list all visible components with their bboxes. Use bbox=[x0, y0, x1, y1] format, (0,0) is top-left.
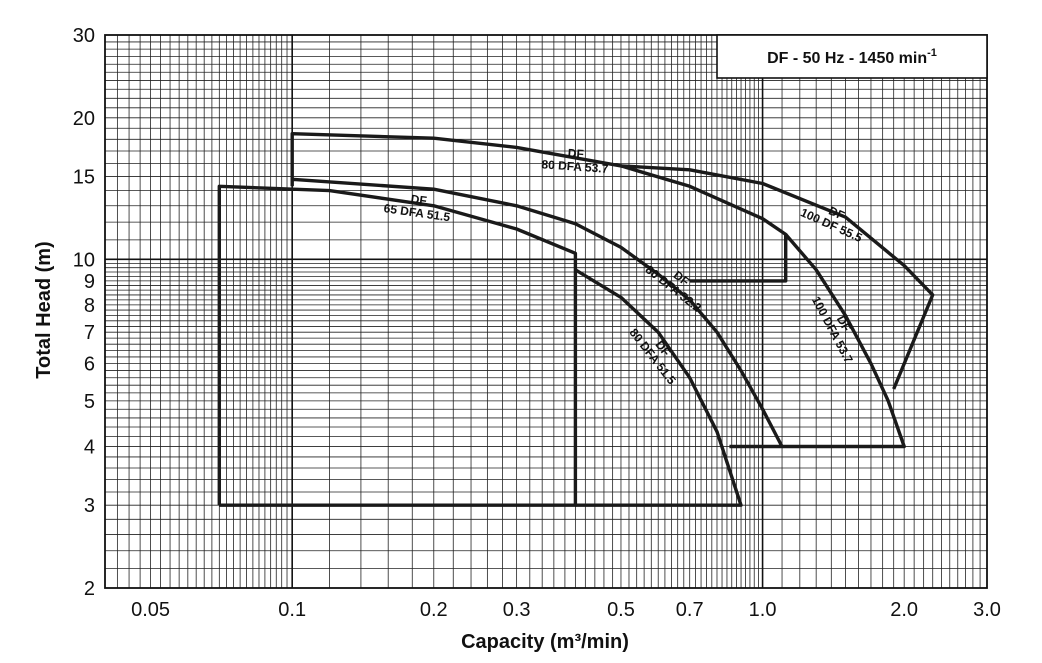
plot-frame bbox=[104, 34, 988, 589]
curve-80-dfa-51-5 bbox=[574, 268, 743, 507]
curve-label-line1: DF bbox=[834, 313, 854, 334]
y-tick-label: 2 bbox=[84, 578, 95, 600]
pump-curves bbox=[217, 131, 935, 507]
x-tick-label: 2.0 bbox=[890, 599, 918, 621]
chart-title-superscript: -1 bbox=[927, 47, 937, 59]
y-axis-label: Total Head (m) bbox=[33, 241, 55, 378]
x-tick-label: 0.2 bbox=[420, 599, 448, 621]
chart-title-box: DF - 50 Hz - 1450 min-1 bbox=[716, 34, 988, 79]
svg-text:DF - 50 Hz - 1450 min-1: DF - 50 Hz - 1450 min-1 bbox=[767, 47, 937, 67]
y-tick-label: 4 bbox=[84, 436, 95, 458]
curve-80-dfa-52-2 bbox=[290, 177, 784, 449]
curve-100-dfa-53-7 bbox=[782, 233, 906, 449]
x-tick-label: 0.05 bbox=[131, 599, 170, 621]
y-tick-label: 9 bbox=[84, 271, 95, 293]
curve-label-line1: DF bbox=[826, 204, 846, 223]
y-tick-label: 3 bbox=[84, 495, 95, 517]
y-tick-label: 5 bbox=[84, 391, 95, 413]
y-tick-label: 7 bbox=[84, 322, 95, 344]
y-tick-label: 6 bbox=[84, 354, 95, 376]
curve-80-dfa-53-7 bbox=[290, 131, 788, 283]
x-tick-label: 0.1 bbox=[278, 599, 306, 621]
curve-65-dfa-51-5 bbox=[217, 184, 578, 507]
curve-label-line1: DF bbox=[410, 192, 428, 208]
x-tick-label: 0.7 bbox=[676, 599, 704, 621]
chart-title: DF - 50 Hz - 1450 min bbox=[767, 50, 927, 67]
x-tick-label: 1.0 bbox=[749, 599, 777, 621]
y-tick-label: 10 bbox=[73, 249, 95, 271]
x-tick-label: 0.3 bbox=[503, 599, 531, 621]
curve-label-line1: DF bbox=[567, 146, 584, 161]
x-tick-label: 0.5 bbox=[607, 599, 635, 621]
curve-100-df-55-5 bbox=[620, 164, 935, 390]
x-axis-label: Capacity (m³/min) bbox=[461, 631, 629, 653]
x-tick-label: 3.0 bbox=[973, 599, 1001, 621]
y-tick-label: 15 bbox=[73, 167, 95, 189]
y-tick-label: 30 bbox=[73, 25, 95, 47]
y-tick-label: 20 bbox=[73, 108, 95, 130]
y-tick-label: 8 bbox=[84, 295, 95, 317]
curve-label-line2: 80 DFA 53.7 bbox=[541, 157, 609, 176]
